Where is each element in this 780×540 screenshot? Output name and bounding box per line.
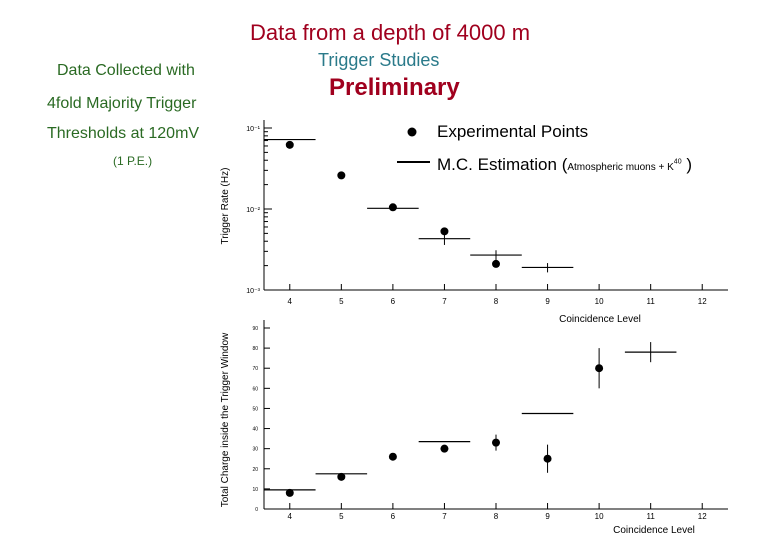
trigger-rate-x-tick-label: 7 [442,297,447,306]
total-charge-y-tick-label: 30 [252,447,258,453]
note-pe: (1 P.E.) [113,154,153,168]
trigger-rate-data-point [492,259,500,268]
total-charge-x-tick-label: 12 [698,512,707,521]
chart-subtitle: Trigger Studies [318,50,440,70]
total-charge-x-tick-label: 4 [288,512,293,521]
total-charge-y-tick-label: 80 [252,346,258,352]
trigger-rate-x-tick-label: 11 [647,297,656,306]
legend-mc-main: M.C. Estimation ( [437,155,568,174]
total-charge-y-tick-label: 60 [252,386,258,392]
total-charge-y-tick-label: 50 [252,406,258,412]
trigger-rate-x-tick-label: 12 [698,297,707,306]
note-data-collected: Data Collected with [57,62,195,79]
trigger-rate-x-tick-label: 4 [288,297,293,306]
trigger-rate-x-tick-label: 8 [494,297,499,306]
total-charge-data-point [543,454,552,463]
total-charge-x-tick-label: 5 [339,512,344,521]
total-charge-data-point [388,452,397,461]
total-charge-x-tick-label: 11 [647,512,656,521]
trigger-rate-data-point [388,203,397,212]
preliminary-label: Preliminary [329,74,460,101]
trigger-rate-y-tick-label: 10⁻³ [246,288,260,295]
legend-point-marker [407,127,417,137]
legend-points-label: Experimental Points [437,122,589,141]
total-charge-y-axis-title: Total Charge inside the Trigger Window [220,332,231,507]
note-thresholds: Thresholds at 120mV [47,125,200,142]
total-charge-y-tick-label: 40 [252,427,258,433]
total-charge-x-axis-title: Coincidence Level [613,525,695,536]
total-charge-x-tick-label: 7 [442,512,447,521]
trigger-rate-x-axis-title: Coincidence Level [559,314,641,325]
total-charge-data-point [440,444,449,453]
trigger-rate-y-tick-label: 10⁻² [246,207,260,214]
trigger-rate-y-axis-title: Trigger Rate (Hz) [220,168,231,245]
total-charge-x-tick-label: 10 [595,512,604,521]
total-charge-y-tick-label: 0 [255,507,258,513]
trigger-rate-data-point [440,227,449,236]
total-charge-y-tick-label: 70 [252,366,258,372]
total-charge-y-tick-label: 20 [252,467,258,473]
total-charge-x-tick-label: 9 [545,512,550,521]
trigger-rate-x-tick-label: 6 [391,297,396,306]
total-charge-data-point [595,364,604,373]
trigger-rate-x-tick-label: 9 [545,297,550,306]
trigger-rate-x-tick-label: 10 [595,297,604,306]
trigger-rate-data-point [337,171,346,180]
trigger-rate-y-tick-label: 10⁻¹ [246,126,260,133]
total-charge-x-tick-label: 8 [494,512,499,521]
legend-mc-sup: 40 [673,158,682,166]
trigger-rate-data-point [285,140,294,149]
total-charge-data-point [337,472,346,481]
legend-mc-close: ) [681,155,692,174]
legend-mc-detail: Atmospheric muons + K [567,162,674,173]
note-trigger-type: 4fold Majority Trigger [47,95,197,112]
trigger-rate-x-tick-label: 5 [339,297,344,306]
chart-main-title: Data from a depth of 4000 m [249,20,531,45]
total-charge-y-tick-label: 10 [252,487,258,493]
total-charge-data-point [285,488,294,497]
total-charge-data-point [492,438,500,447]
legend-mc-label: M.C. Estimation (Atmospheric muons + K40… [437,155,692,175]
total-charge-x-tick-label: 6 [391,512,396,521]
total-charge-y-tick-label: 90 [252,326,258,332]
